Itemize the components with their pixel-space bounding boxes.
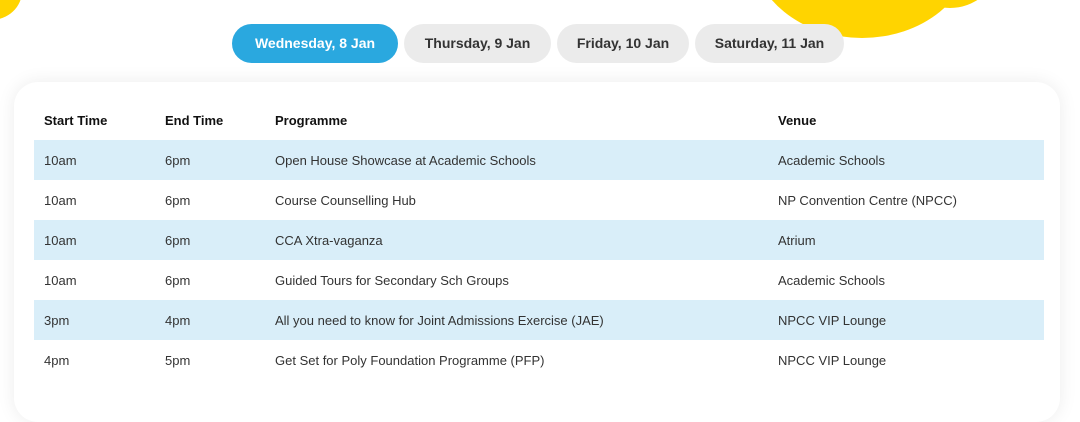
date-tabs: Wednesday, 8 Jan Thursday, 9 Jan Friday,… (232, 24, 844, 63)
table-row: 10am 6pm Open House Showcase at Academic… (34, 140, 1044, 180)
venue-cell: NP Convention Centre (NPCC) (778, 192, 957, 208)
tab-thursday[interactable]: Thursday, 9 Jan (404, 24, 551, 63)
programme-cell: Course Counselling Hub (275, 192, 416, 208)
venue-cell: Academic Schools (768, 140, 1044, 180)
end-time-cell: 6pm (155, 220, 265, 260)
start-time-cell: 4pm (44, 352, 70, 368)
table-row: 10am 6pm Guided Tours for Secondary Sch … (34, 260, 1044, 300)
table-row: 3pm 4pm All you need to know for Joint A… (34, 300, 1044, 340)
schedule-table: Start Time End Time Programme Venue 10am… (34, 100, 1044, 380)
decorative-blob-right-small (905, 0, 995, 8)
header-end-time: End Time (165, 112, 224, 128)
end-time-cell: 5pm (165, 352, 191, 368)
end-time-cell: 4pm (155, 300, 265, 340)
venue-cell: NPCC VIP Lounge (768, 300, 1044, 340)
schedule-card: Start Time End Time Programme Venue 10am… (14, 82, 1060, 422)
programme-cell: Get Set for Poly Foundation Programme (P… (275, 352, 545, 368)
start-time-cell: 10am (44, 192, 77, 208)
venue-cell: Academic Schools (778, 272, 885, 288)
table-row: 4pm 5pm Get Set for Poly Foundation Prog… (34, 340, 1044, 380)
programme-cell: Open House Showcase at Academic Schools (265, 140, 768, 180)
end-time-cell: 6pm (165, 272, 191, 288)
tab-saturday[interactable]: Saturday, 11 Jan (695, 24, 844, 63)
tab-friday[interactable]: Friday, 10 Jan (557, 24, 689, 63)
programme-cell: All you need to know for Joint Admission… (265, 300, 768, 340)
start-time-cell: 10am (34, 140, 155, 180)
table-row: 10am 6pm CCA Xtra-vaganza Atrium (34, 220, 1044, 260)
start-time-cell: 10am (34, 220, 155, 260)
header-start-time: Start Time (44, 112, 108, 128)
header-programme: Programme (275, 112, 348, 128)
programme-cell: CCA Xtra-vaganza (265, 220, 768, 260)
tab-wednesday[interactable]: Wednesday, 8 Jan (232, 24, 398, 63)
programme-cell: Guided Tours for Secondary Sch Groups (275, 272, 509, 288)
table-row: 10am 6pm Course Counselling Hub NP Conve… (34, 180, 1044, 220)
header-venue: Venue (778, 112, 817, 128)
start-time-cell: 10am (44, 272, 77, 288)
decorative-blob-left (0, 0, 22, 20)
start-time-cell: 3pm (34, 300, 155, 340)
table-header-row: Start Time End Time Programme Venue (34, 100, 1044, 140)
end-time-cell: 6pm (155, 140, 265, 180)
venue-cell: NPCC VIP Lounge (778, 352, 887, 368)
venue-cell: Atrium (768, 220, 1044, 260)
end-time-cell: 6pm (165, 192, 191, 208)
